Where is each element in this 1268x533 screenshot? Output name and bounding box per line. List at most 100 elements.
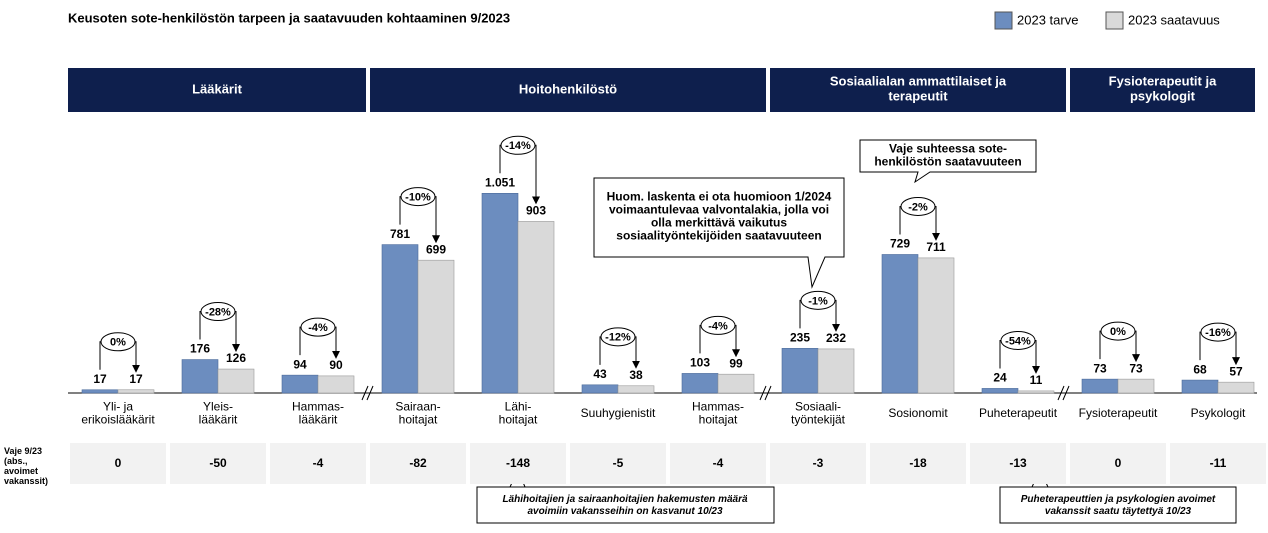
group-header (68, 68, 366, 112)
group-header-label: Lääkärit (192, 81, 243, 96)
x-tick-label: Sairaan-hoitajat (395, 400, 440, 427)
value-label: 711 (926, 240, 946, 254)
x-tick-label: Suuhygienistit (581, 406, 656, 420)
value-label: 103 (690, 356, 710, 370)
bar (217, 368, 255, 394)
bar (581, 384, 619, 394)
change-bubble (400, 187, 436, 207)
value-label: 17 (93, 372, 107, 386)
bar (481, 193, 519, 394)
value-label: 68 (1193, 362, 1207, 376)
group-header (770, 68, 1066, 112)
value-label: 24 (993, 371, 1007, 385)
x-tick-label: Sosionomit (888, 406, 948, 420)
annotation: Lähihoitajien ja sairaanhoitajien hakemu… (502, 494, 748, 517)
gap-value: -13 (1009, 456, 1027, 470)
change-bubble (200, 302, 236, 322)
change-bubble (800, 290, 836, 310)
change-bubble (900, 196, 936, 216)
bar (281, 374, 319, 394)
gap-cell (970, 443, 1066, 484)
change-label: -4% (708, 320, 728, 332)
change-label: -10% (405, 192, 431, 204)
change-label: 0% (1110, 326, 1126, 338)
bar (81, 389, 119, 394)
value-label: 38 (629, 368, 643, 382)
group-header-label: Hoitohenkilöstö (519, 81, 617, 96)
gap-cell (670, 443, 766, 484)
x-tick-label: Hammas-lääkärit (292, 400, 344, 427)
gap-value: -4 (713, 456, 724, 470)
bar (117, 389, 155, 394)
gap-cell (570, 443, 666, 484)
value-label: 1.051 (485, 175, 515, 189)
gap-cell (870, 443, 966, 484)
change-bubble (1000, 330, 1036, 350)
gap-cell (1170, 443, 1266, 484)
value-label: 781 (390, 227, 410, 241)
bar (817, 348, 855, 394)
change-bubble (500, 135, 536, 155)
gap-cell (70, 443, 166, 484)
change-bubble (600, 327, 636, 347)
group-header-label: Fysioterapeutit ja psykologit (1109, 74, 1217, 104)
value-label: 903 (526, 204, 546, 218)
bar (1217, 381, 1255, 394)
x-tick-label: Sosiaali-työntekijät (791, 400, 846, 427)
value-label: 57 (1229, 364, 1243, 378)
bar (781, 348, 819, 394)
gap-cell (170, 443, 266, 484)
bar (881, 254, 919, 394)
legend-swatch (994, 11, 1013, 30)
bar (417, 259, 455, 394)
gap-value: 0 (1115, 456, 1122, 470)
value-label: 43 (593, 367, 607, 381)
legend-label: 2023 tarve (1017, 12, 1078, 27)
gap-value: -5 (613, 456, 624, 470)
value-label: 729 (890, 237, 910, 251)
gap-cell (370, 443, 466, 484)
gap-value: -11 (1210, 456, 1227, 470)
value-label: 126 (226, 351, 246, 365)
change-label: -1% (808, 295, 828, 307)
bar (717, 373, 755, 394)
bar (981, 388, 1019, 394)
gap-value: -148 (506, 456, 530, 470)
change-label: -2% (908, 201, 928, 213)
value-label: 73 (1129, 361, 1143, 375)
value-label: 235 (790, 331, 810, 345)
change-label: -16% (1205, 327, 1231, 339)
group-header (370, 68, 766, 112)
bar (317, 375, 355, 394)
gap-cell (270, 443, 366, 484)
gap-cell (470, 443, 566, 484)
bar (1181, 379, 1219, 394)
bar (181, 359, 219, 394)
change-bubble (100, 332, 136, 352)
bar (617, 385, 655, 394)
gap-value: -3 (813, 456, 824, 470)
value-label: 90 (329, 358, 343, 372)
bar (1117, 378, 1155, 394)
change-label: -12% (605, 332, 631, 344)
change-bubble (1200, 322, 1236, 342)
callouts (476, 139, 1237, 524)
gap-value: -82 (409, 456, 427, 470)
change-bubble (1100, 321, 1136, 341)
group-header (1070, 68, 1255, 112)
change-label: -4% (308, 322, 328, 334)
value-label: 94 (293, 357, 307, 371)
chart-title: Keusoten sote-henkilöstön tarpeen ja saa… (68, 10, 510, 25)
x-tick-label: Fysioterapeutit (1079, 406, 1158, 420)
bar (1081, 378, 1119, 394)
group-header-label: Sosiaalialan ammattilaiset ja terapeutit (830, 74, 1007, 104)
annotation: Puheterapeuttien ja psykologien avoimet v… (1021, 494, 1216, 517)
bar (1017, 390, 1055, 394)
change-label: -28% (205, 306, 231, 318)
x-tick-label: Puheterapeutit (979, 406, 1058, 420)
gap-value: -18 (909, 456, 927, 470)
legend-label: 2023 saatavuus (1128, 12, 1220, 27)
gap-value: -50 (209, 456, 227, 470)
change-bubble (300, 317, 336, 337)
